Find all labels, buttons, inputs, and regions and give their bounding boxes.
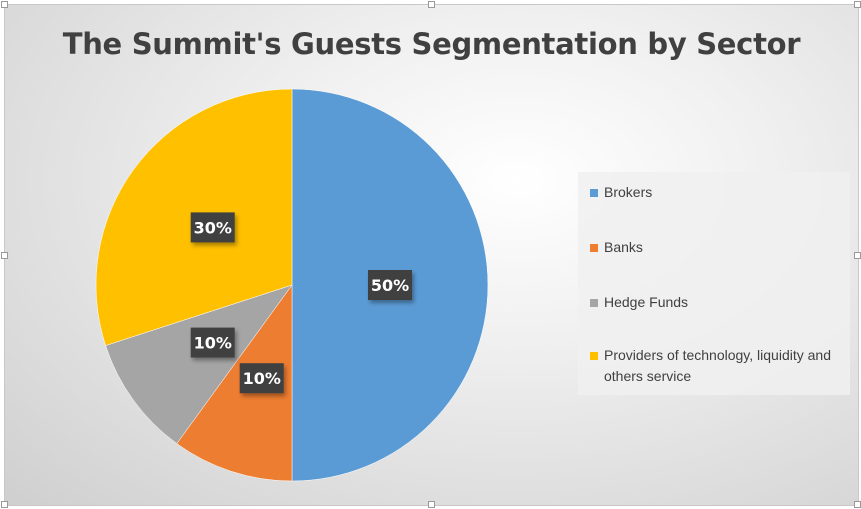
data-label-text: 30% bbox=[194, 218, 232, 237]
data-label-box bbox=[368, 270, 412, 300]
pie-slice-banks[interactable] bbox=[176, 284, 293, 482]
data-label-text: 10% bbox=[194, 334, 232, 353]
data-label: 30% bbox=[190, 212, 235, 243]
legend-item[interactable]: Brokers bbox=[590, 182, 652, 203]
data-label-box bbox=[190, 327, 235, 358]
legend-item[interactable]: Banks bbox=[590, 237, 643, 258]
data-label: 10% bbox=[239, 363, 284, 394]
legend-item[interactable]: Providers of technology, liquidity and o… bbox=[590, 345, 845, 387]
legend: Brokers Banks Hedge Funds Providers of tech… bbox=[578, 172, 850, 395]
chart-title: The Summit's Guests Segmentation by Sect… bbox=[62, 27, 801, 61]
data-label-text: 50% bbox=[371, 276, 409, 295]
resize-handle[interactable] bbox=[428, 1, 435, 8]
legend-label: Providers of technology, liquidity and o… bbox=[604, 347, 831, 384]
legend-label: Banks bbox=[604, 239, 643, 255]
legend-swatch bbox=[590, 244, 598, 252]
data-label-box bbox=[239, 363, 284, 394]
legend-swatch bbox=[590, 352, 598, 360]
legend-label: Brokers bbox=[604, 184, 653, 200]
legend-label: Hedge Funds bbox=[604, 294, 689, 310]
resize-handle[interactable] bbox=[1, 252, 8, 259]
resize-handle[interactable] bbox=[1, 1, 8, 8]
data-label: 50% bbox=[368, 270, 412, 300]
pie-slice-hedge[interactable] bbox=[105, 284, 293, 444]
legend-swatch bbox=[590, 299, 598, 307]
legend-item[interactable]: Hedge Funds bbox=[590, 292, 688, 313]
data-label-box bbox=[190, 212, 235, 243]
data-label: 10% bbox=[190, 327, 235, 358]
data-label-text: 10% bbox=[243, 369, 281, 388]
resize-handle[interactable] bbox=[1, 501, 8, 508]
resize-handle[interactable] bbox=[428, 501, 435, 508]
legend-swatch bbox=[590, 189, 598, 197]
